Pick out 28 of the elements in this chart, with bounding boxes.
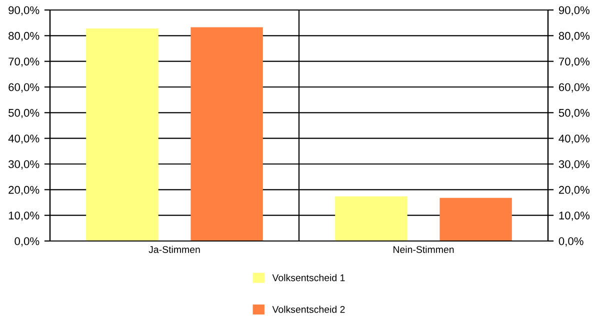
- y-tick-label: 70,0%: [8, 58, 40, 67]
- bar: [190, 27, 263, 241]
- x-tick-label: Nein-Stimmen: [394, 246, 454, 253]
- y2-tick-label: 20,0%: [558, 186, 590, 196]
- y2-tick-label: 50,0%: [558, 108, 590, 118]
- bar: [440, 198, 512, 241]
- y-tick-label: 40,0%: [8, 134, 40, 144]
- y2-tick-label: 30,0%: [558, 160, 590, 170]
- y2-tick-label: 0,0%: [558, 237, 584, 246]
- y-tick-label: 80,0%: [8, 32, 40, 42]
- y2-tick-label: 10,0%: [559, 212, 590, 221]
- bar: [335, 196, 408, 241]
- y-tick-label: 50,0%: [8, 108, 40, 118]
- bar: [86, 28, 158, 241]
- y-tick-label: 60,0%: [8, 83, 40, 92]
- legend-label: Volksentscheid 1: [272, 274, 345, 282]
- legend-label: Volksentscheid 2: [272, 306, 345, 313]
- x-tick-label: Ja-Stimmen: [148, 246, 200, 253]
- y-tick-label: 90,0%: [8, 6, 40, 16]
- y2-tick-label: 90,0%: [558, 6, 590, 16]
- y2-tick-label: 70,0%: [558, 58, 590, 67]
- y-tick-label: 20,0%: [8, 186, 40, 196]
- y-tick-label: 30,0%: [8, 160, 40, 170]
- y2-tick-label: 80,0%: [558, 32, 590, 42]
- y-tick-label: 0,0%: [14, 237, 40, 246]
- y2-tick-label: 60,0%: [558, 83, 590, 92]
- y2-tick-label: 40,0%: [558, 134, 590, 144]
- y-tick-label: 10,0%: [8, 212, 40, 221]
